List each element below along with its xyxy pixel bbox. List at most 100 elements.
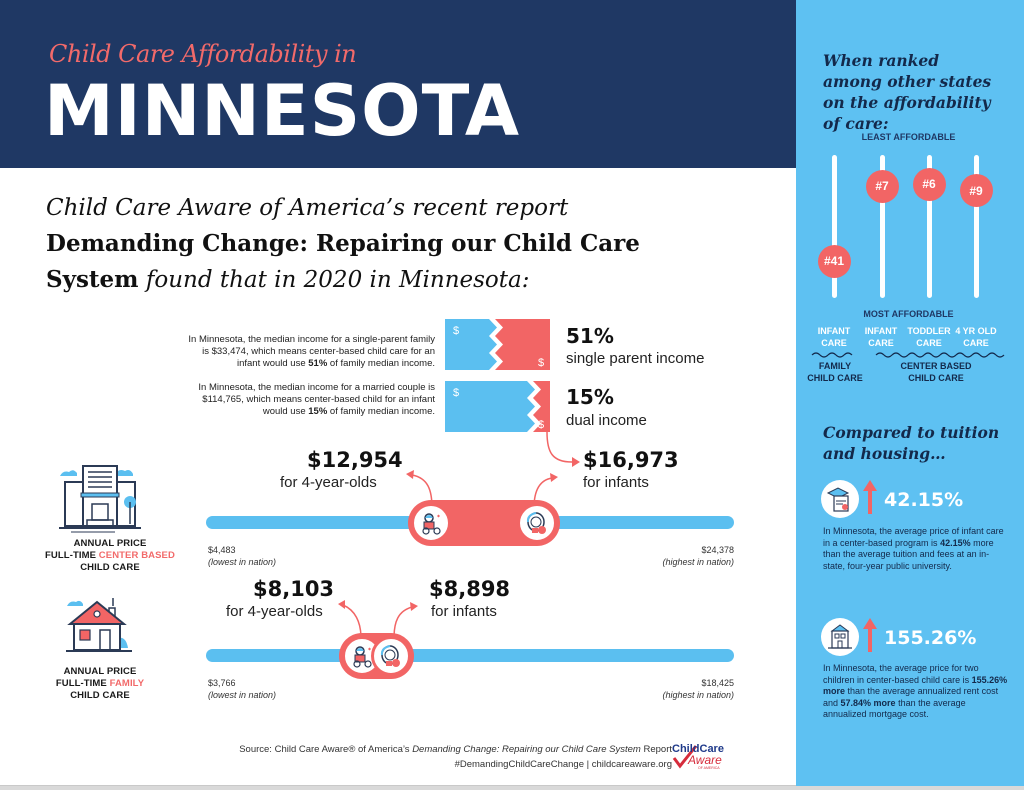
intro-line-2: Demanding Change: Repairing our Child Ca… [46, 230, 640, 257]
child-care-share-segment [495, 319, 550, 370]
source-suffix: Report [640, 744, 672, 755]
center-infant-label: for infants [583, 474, 649, 491]
source-citation: Source: Child Care Aware® of America’s D… [172, 742, 672, 772]
rank-badge: #7 [865, 169, 899, 203]
building-icon [59, 465, 141, 533]
diploma-graduation-icon [826, 487, 850, 512]
family-min-label: (lowest in nation) [208, 690, 277, 700]
rank-col-label-center-toddler: TODDLER CARE [907, 326, 951, 348]
center-min-value: $4,483 [208, 545, 236, 555]
family-max-value: $18,425 [701, 678, 734, 688]
center-label-highlight: CENTER BASED [98, 550, 175, 561]
house-icon-badge [821, 618, 859, 656]
single-desc-text-end: of family median income. [327, 358, 435, 369]
source-prefix: Source: Child Care Aware® of America’s [239, 744, 413, 755]
rank-slider-track [879, 155, 885, 298]
income-remaining-segment [445, 381, 535, 432]
childcare-aware-logo: ChildCare Aware OF AMERICA [670, 740, 730, 772]
family-label-line-1: ANNUAL PRICE [63, 666, 137, 677]
dual-income-description: In Minnesota, the median income for a ma… [185, 382, 435, 418]
logo-text-aware: Aware [688, 753, 722, 767]
rank-badge: #9 [959, 174, 993, 208]
dollar-icon: $ [453, 325, 459, 337]
center-based-category-label: ANNUAL PRICE FULL-TIME CENTER BASED CHIL… [35, 538, 185, 574]
least-affordable-label: LEAST AFFORDABLE [861, 132, 956, 142]
center-min-label: (lowest in nation) [208, 557, 277, 567]
family-label-prefix: FULL-TIME [55, 678, 110, 689]
group-label-family: FAMILY CHILD CARE [807, 361, 863, 383]
header-title: MINNESOTA [44, 70, 521, 152]
intro-line-1: Child Care Aware of America’s recent rep… [46, 195, 569, 221]
family-label-highlight: FAMILY [109, 678, 145, 689]
family-label-line-3: CHILD CARE [70, 690, 130, 701]
graduation-icon-badge [821, 480, 859, 518]
intro-heading: Child Care Aware of America’s recent rep… [46, 190, 646, 298]
single-desc-bold: 51% [308, 358, 328, 369]
increase-arrow-icon [863, 618, 877, 652]
center-max-value: $24,378 [701, 545, 734, 555]
rank-slider-track [926, 155, 932, 298]
family-4yr-label: for 4-year-olds [226, 603, 323, 620]
dual-income-percent: 15% [566, 385, 614, 409]
housing-description: In Minnesota, the average price for two … [823, 663, 1008, 719]
rank-heading: When ranked among other states on the af… [823, 51, 992, 133]
most-affordable-label: MOST AFFORDABLE [863, 309, 954, 319]
rank-slider-track [831, 155, 837, 298]
dual-desc-bold: 15% [308, 406, 328, 417]
dollar-icon: $ [538, 357, 544, 369]
rank-col-label-center-4yr: 4 YR OLD CARE [955, 326, 997, 348]
center-infant-marker [517, 502, 558, 543]
center-label-prefix: FULL-TIME [45, 550, 99, 561]
family-infant-label: for infants [431, 603, 497, 620]
group-divider-waves [811, 352, 1005, 358]
page-bottom-edge [0, 786, 1024, 790]
source-hashtag-link[interactable]: #DemandingChildCareChange | childcareawa… [454, 759, 672, 770]
checkmark-logo-icon [672, 745, 698, 769]
center-4yr-marker [410, 502, 451, 543]
family-max-label: (highest in nation) [662, 690, 734, 700]
dual-income-label: dual income [566, 412, 647, 429]
center-max-label: (highest in nation) [662, 557, 734, 567]
center-4yr-label: for 4-year-olds [280, 474, 377, 491]
housing-percent: 155.26% [884, 627, 977, 649]
center-4yr-price: $12,954 [307, 448, 403, 472]
compare-heading: Compared to tuition and housing… [823, 423, 1000, 463]
dollar-icon: $ [453, 387, 459, 399]
center-label-line-2: FULL-TIME CENTER BASED [35, 550, 185, 562]
single-parent-label: single parent income [566, 350, 705, 367]
rank-col-label-family-infant: INFANT CARE [817, 326, 851, 348]
single-parent-description: In Minnesota, the median income for a si… [185, 334, 435, 370]
increase-arrow-icon [863, 480, 877, 514]
dual-desc-text-end: of family median income. [327, 406, 435, 417]
ranking-side-panel: When ranked among other states on the af… [796, 0, 1024, 786]
intro-line-3-italic: found that in 2020 in Minnesota: [138, 267, 530, 293]
center-max-price: $24,378 (highest in nation) [634, 544, 734, 568]
source-report-title: Demanding Change: Repairing our Child Ca… [412, 744, 641, 755]
child-bike-icon [422, 512, 441, 535]
logo-text-of-america: OF AMERICA [698, 766, 720, 770]
logo-text-childcare: ChildCare [672, 743, 724, 755]
family-infant-price: $8,898 [429, 577, 511, 601]
family-price-range-track [206, 649, 734, 662]
infant-icon [527, 511, 547, 534]
center-label-line-3: CHILD CARE [80, 562, 140, 573]
source-line-1: Source: Child Care Aware® of America’s D… [172, 742, 672, 757]
rank-badge: #41 [817, 244, 851, 278]
rank-slider-track [973, 155, 979, 298]
family-infant-marker [370, 635, 411, 676]
family-4yr-price: $8,103 [253, 577, 335, 601]
dual-desc-text: In Minnesota, the median income for a ma… [198, 382, 435, 417]
family-min-value: $3,766 [208, 678, 236, 688]
header-subtitle: Child Care Affordability in [49, 40, 357, 68]
income-remaining-segment [445, 319, 497, 370]
house-icon [66, 598, 132, 652]
intro-line-3-bold: System [46, 266, 139, 293]
townhouse-icon [828, 624, 852, 649]
dual-income-bar: $ $ [445, 381, 550, 432]
family-max-price: $18,425 (highest in nation) [634, 677, 734, 701]
single-parent-income-bar: $ $ [445, 319, 550, 370]
family-label-line-2: FULL-TIME FAMILY [25, 678, 175, 690]
family-category-label: ANNUAL PRICE FULL-TIME FAMILY CHILD CARE [25, 666, 175, 702]
family-min-price: $3,766 (lowest in nation) [208, 677, 276, 701]
